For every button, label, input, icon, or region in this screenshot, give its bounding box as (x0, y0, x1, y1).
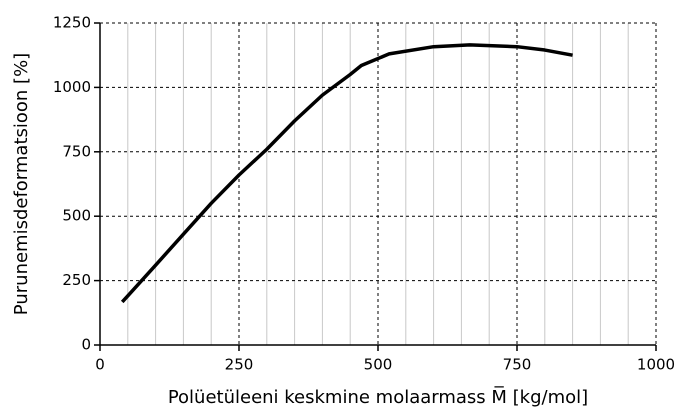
x-axis-label: Polüetüleeni keskmine molaarmass M̅ [kg/… (168, 386, 588, 408)
x-tick-label: 0 (95, 356, 105, 374)
x-tick-label: 250 (225, 356, 254, 374)
y-axis-label: Purunemisdeformatsioon [%] (11, 53, 32, 315)
y-tick-label: 1250 (53, 14, 91, 32)
x-tick-label: 1000 (637, 356, 675, 374)
x-tick-label: 500 (364, 356, 393, 374)
y-tick-label: 0 (81, 336, 91, 354)
x-tick-label: 750 (503, 356, 532, 374)
data-line (120, 43, 573, 304)
y-tick-label: 500 (62, 207, 91, 225)
y-tick-label: 1000 (53, 78, 91, 96)
y-tick-label: 750 (62, 142, 91, 160)
y-tick-label: 250 (62, 271, 91, 289)
